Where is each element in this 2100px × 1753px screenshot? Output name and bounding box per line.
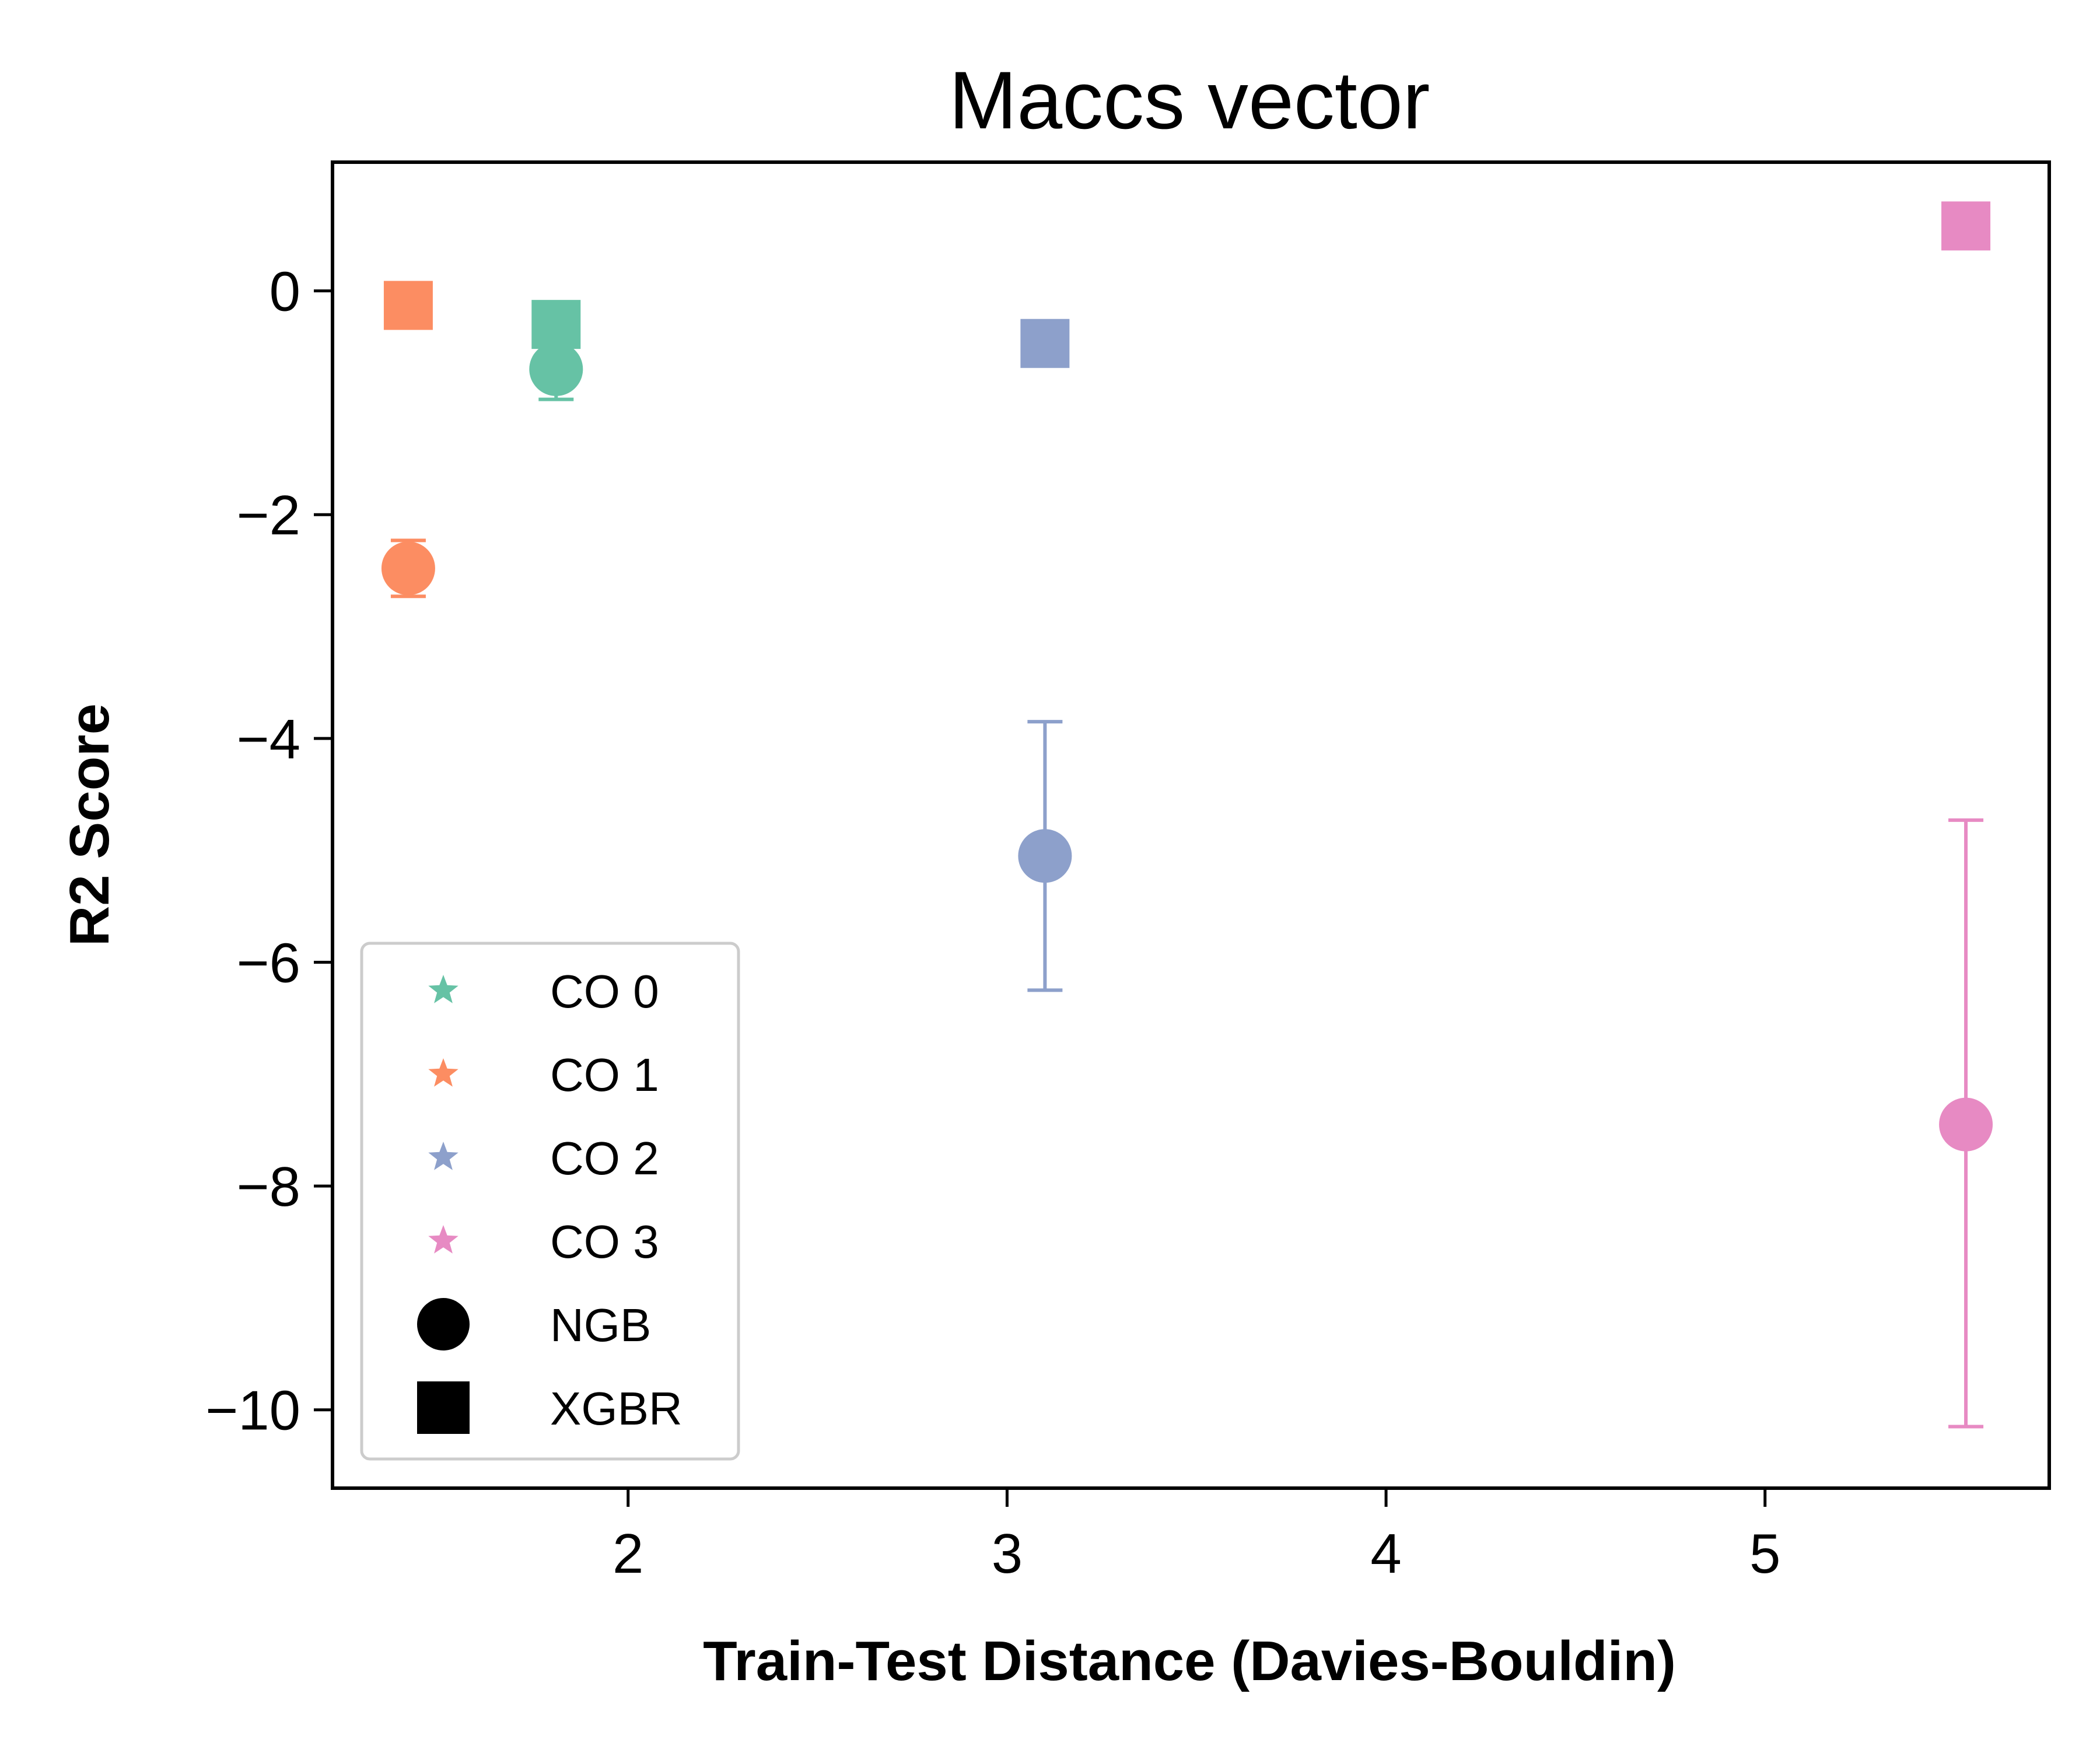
x-tick-label: 2	[612, 1523, 643, 1585]
star-icon	[428, 1058, 459, 1087]
ngb-point	[1018, 829, 1072, 883]
star-icon	[428, 1142, 459, 1170]
y-tick-label: 0	[270, 261, 300, 323]
legend-item-ngb: NGB	[417, 1298, 651, 1351]
axis-ticks: 2 3 4 5 0 −2 −4 −6 −8 −10	[205, 261, 1780, 1585]
legend-item-co-3: CO 3	[428, 1216, 659, 1268]
xgbr-point	[1941, 201, 1991, 251]
xgbr-point	[383, 281, 433, 330]
legend-label: NGB	[550, 1299, 651, 1351]
circle-icon	[417, 1298, 470, 1350]
legend-label: CO 0	[550, 965, 659, 1017]
series-co-1	[381, 281, 435, 599]
legend: CO 0 CO 1 CO 2 CO 3 NGB XGBR	[360, 942, 740, 1461]
y-tick-label: −10	[205, 1380, 300, 1442]
legend-label: CO 3	[550, 1216, 659, 1268]
xgbr-point	[531, 300, 581, 349]
y-axis-label: R2 Score	[58, 704, 121, 946]
y-tick-label: −6	[237, 932, 300, 994]
y-tick-label: −8	[237, 1156, 300, 1218]
legend-item-xgbr: XGBR	[417, 1381, 682, 1434]
ngb-point	[1939, 1097, 1993, 1152]
plot-frame	[331, 160, 2051, 1490]
legend-item-co-1: CO 1	[428, 1049, 659, 1101]
legend-label: CO 1	[550, 1049, 659, 1101]
star-icon	[428, 1225, 459, 1254]
ngb-point	[381, 541, 435, 596]
series-co-0	[529, 300, 583, 401]
square-icon	[417, 1381, 470, 1434]
legend-label: CO 2	[550, 1132, 659, 1184]
y-tick-label: −2	[237, 484, 300, 547]
legend-item-co-0: CO 0	[428, 965, 659, 1017]
plot-area	[381, 201, 1993, 1429]
x-tick-label: 4	[1370, 1523, 1401, 1585]
x-axis-label: Train-Test Distance (Davies-Bouldin)	[703, 1630, 1676, 1692]
x-tick-label: 3	[992, 1523, 1023, 1585]
legend-item-co-2: CO 2	[428, 1132, 659, 1184]
x-tick-label: 5	[1749, 1523, 1780, 1585]
star-icon	[428, 975, 459, 1003]
xgbr-point	[1020, 319, 1070, 368]
chart-title: Maccs vector	[949, 54, 1430, 146]
legend-label: XGBR	[550, 1383, 682, 1434]
ngb-point	[529, 342, 583, 396]
series-co-2	[1018, 319, 1072, 992]
series-co-3	[1939, 201, 1993, 1429]
y-tick-label: −4	[237, 708, 300, 771]
